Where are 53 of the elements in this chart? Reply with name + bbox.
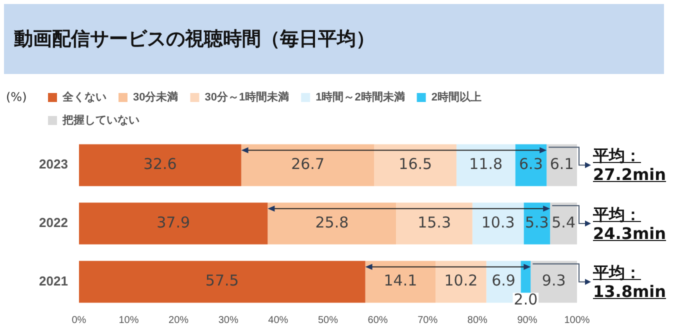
data-label: 2.0 <box>514 290 538 309</box>
data-label: 25.8 <box>315 213 349 232</box>
data-label: 16.5 <box>398 155 432 174</box>
data-label: 14.1 <box>384 272 418 290</box>
legend-label: 30分未満 <box>133 90 178 104</box>
text: 平均：13.8min <box>593 262 668 301</box>
y-tick-label: 2022 <box>39 215 68 230</box>
legend-label: 全くない <box>62 90 106 104</box>
data-label: 5.4 <box>552 213 576 232</box>
x-axis-title: (%) <box>6 90 27 104</box>
bar <box>374 144 456 186</box>
data-label: 10.3 <box>481 213 515 232</box>
data-label: 6.9 <box>492 272 516 290</box>
bar <box>78 144 242 186</box>
bar <box>472 202 524 244</box>
bar <box>550 202 577 244</box>
x-tick-label: 80% <box>467 314 488 326</box>
x-tick-label: 60% <box>368 314 388 326</box>
data-label: 9.3 <box>542 272 566 290</box>
y-tick-label: 2023 <box>39 156 68 172</box>
legend-label: 1時間～2時間未満 <box>316 90 405 104</box>
data-label: 6.3 <box>519 155 543 174</box>
text: 平均：27.2min <box>593 146 668 184</box>
data-label: 6.1 <box>550 155 574 174</box>
bar <box>436 260 486 303</box>
chart-title: 動画配信サービスの視聴時間（毎日平均） <box>4 4 664 74</box>
legend-label: 2時間以上 <box>431 90 482 104</box>
bar <box>546 144 577 186</box>
bar <box>396 202 472 244</box>
legend-label: 30分～1時間未満 <box>204 90 290 104</box>
x-tick-label: 50% <box>318 314 338 326</box>
legend-label: 把握していない <box>62 114 140 127</box>
data-label: 32.6 <box>143 155 177 174</box>
x-tick-label: 0% <box>72 314 86 326</box>
bar <box>78 260 366 303</box>
x-tick-label: 90% <box>517 314 538 326</box>
y-tick-label: 2021 <box>39 273 68 288</box>
bar <box>78 202 268 244</box>
data-label: 37.9 <box>156 213 190 232</box>
data-label: 10.2 <box>444 272 478 290</box>
x-tick-label: 30% <box>218 314 238 326</box>
x-tick-label: 20% <box>168 314 189 326</box>
data-label: 5.3 <box>524 213 549 232</box>
data-label: 15.3 <box>418 213 452 232</box>
bar <box>456 144 516 186</box>
data-label: 57.5 <box>205 272 239 290</box>
data-label: 26.7 <box>291 155 324 174</box>
text: 平均：24.3min <box>593 204 668 242</box>
x-tick-label: 40% <box>268 314 288 326</box>
x-tick-label: 70% <box>418 314 438 326</box>
x-tick-label: 10% <box>118 314 139 326</box>
data-label: 11.8 <box>469 155 503 174</box>
x-tick-label: 100% <box>564 314 590 326</box>
